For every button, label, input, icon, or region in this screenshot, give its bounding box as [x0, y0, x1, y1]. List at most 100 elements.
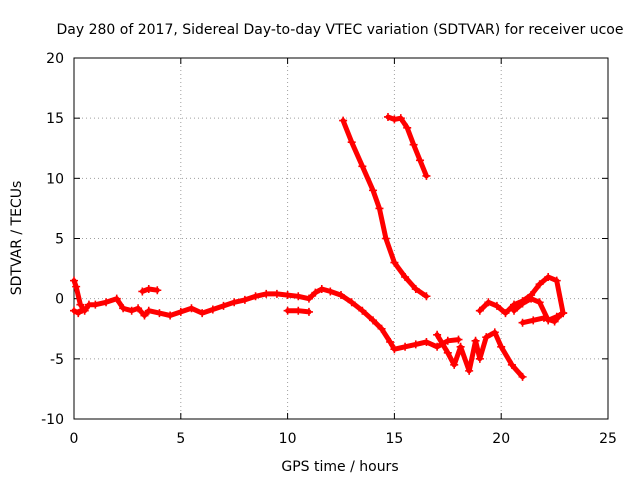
- data-point: [403, 123, 412, 132]
- x-tick-label: 10: [279, 431, 297, 447]
- data-point: [187, 304, 196, 313]
- data-point: [208, 305, 217, 314]
- data-point: [155, 309, 164, 318]
- data-point: [497, 342, 506, 351]
- data-point: [166, 311, 175, 320]
- data-point: [138, 287, 147, 296]
- data-point: [454, 335, 463, 344]
- series-line: [340, 118, 429, 299]
- series-track-4: [283, 306, 313, 316]
- data-point: [433, 330, 442, 339]
- data-point: [294, 306, 303, 315]
- data-point: [529, 316, 538, 325]
- data-point: [153, 286, 162, 295]
- data-point: [262, 289, 271, 298]
- data-point: [416, 156, 425, 165]
- data-point: [471, 336, 480, 345]
- series-track-7: [433, 328, 527, 381]
- x-axis-label: GPS time / hours: [281, 459, 398, 475]
- data-point: [475, 354, 484, 363]
- chart-title: Day 280 of 2017, Sidereal Day-to-day VTE…: [57, 22, 624, 38]
- data-point: [198, 309, 207, 318]
- data-point: [433, 342, 442, 351]
- data-point: [347, 138, 356, 147]
- series-track-8: [475, 273, 568, 318]
- data-point: [283, 306, 292, 315]
- data-point: [527, 294, 536, 303]
- y-tick-label: 0: [55, 292, 64, 308]
- data-point: [501, 309, 510, 318]
- data-point: [375, 204, 384, 213]
- data-point: [78, 305, 87, 314]
- data-point: [422, 337, 431, 346]
- data-point: [443, 336, 452, 345]
- data-point: [377, 324, 386, 333]
- data-point: [140, 311, 149, 320]
- data-point: [369, 316, 378, 325]
- data-point: [539, 313, 548, 322]
- y-tick-label: -10: [41, 412, 64, 428]
- data-point: [482, 333, 491, 342]
- data-point: [304, 307, 313, 316]
- data-point: [465, 366, 474, 375]
- data-point: [358, 162, 367, 171]
- data-point: [326, 287, 335, 296]
- y-tick-label: 10: [46, 171, 64, 187]
- series-track-1: [70, 276, 463, 354]
- data-point: [390, 345, 399, 354]
- series-track-6: [383, 112, 431, 180]
- data-point: [119, 304, 128, 313]
- data-point: [176, 307, 185, 316]
- data-point: [76, 300, 85, 309]
- data-point: [91, 300, 100, 309]
- data-point: [518, 318, 527, 327]
- y-tick-label: 15: [46, 111, 64, 127]
- data-point: [518, 372, 527, 381]
- data-point: [535, 298, 544, 307]
- data-point: [518, 299, 527, 308]
- series-track-2: [70, 305, 87, 318]
- data-point: [510, 306, 519, 315]
- data-point: [507, 360, 516, 369]
- data-point: [339, 116, 348, 125]
- data-point: [401, 342, 410, 351]
- x-tick-label: 0: [70, 431, 79, 447]
- data-point: [411, 285, 420, 294]
- series-track-5: [339, 116, 431, 301]
- x-tick-labels: 0 5 10 15 20 25: [70, 431, 617, 447]
- data-point: [294, 292, 303, 301]
- data-point: [552, 276, 561, 285]
- x-tick-label: 5: [176, 431, 185, 447]
- data-point: [390, 115, 399, 124]
- series-track-10: [518, 310, 566, 327]
- data-point: [456, 342, 465, 351]
- data-point: [283, 291, 292, 300]
- data-point: [409, 140, 418, 149]
- data-point: [230, 298, 239, 307]
- series-track-3: [138, 285, 162, 296]
- x-tick-label: 15: [385, 431, 403, 447]
- data-point: [557, 310, 566, 319]
- data-point: [390, 258, 399, 267]
- data-point: [112, 294, 121, 303]
- data-point: [272, 289, 281, 298]
- data-point: [401, 273, 410, 282]
- data-point: [490, 328, 499, 337]
- data-point: [443, 348, 452, 357]
- data-point: [369, 186, 378, 195]
- data-point: [311, 288, 320, 297]
- data-point: [396, 114, 405, 123]
- y-tick-label: 5: [55, 232, 64, 248]
- data-point: [450, 360, 459, 369]
- data-point: [550, 317, 559, 326]
- data-point: [475, 306, 484, 315]
- data-point: [240, 295, 249, 304]
- x-tick-label: 20: [492, 431, 510, 447]
- y-tick-labels: -10 -5 0 5 10 15 20: [41, 51, 64, 428]
- data-point: [251, 292, 260, 301]
- grid-lines: [74, 58, 608, 419]
- data-point: [484, 298, 493, 307]
- y-tick-label: -5: [50, 352, 64, 368]
- series-line: [71, 278, 461, 352]
- data-point: [102, 298, 111, 307]
